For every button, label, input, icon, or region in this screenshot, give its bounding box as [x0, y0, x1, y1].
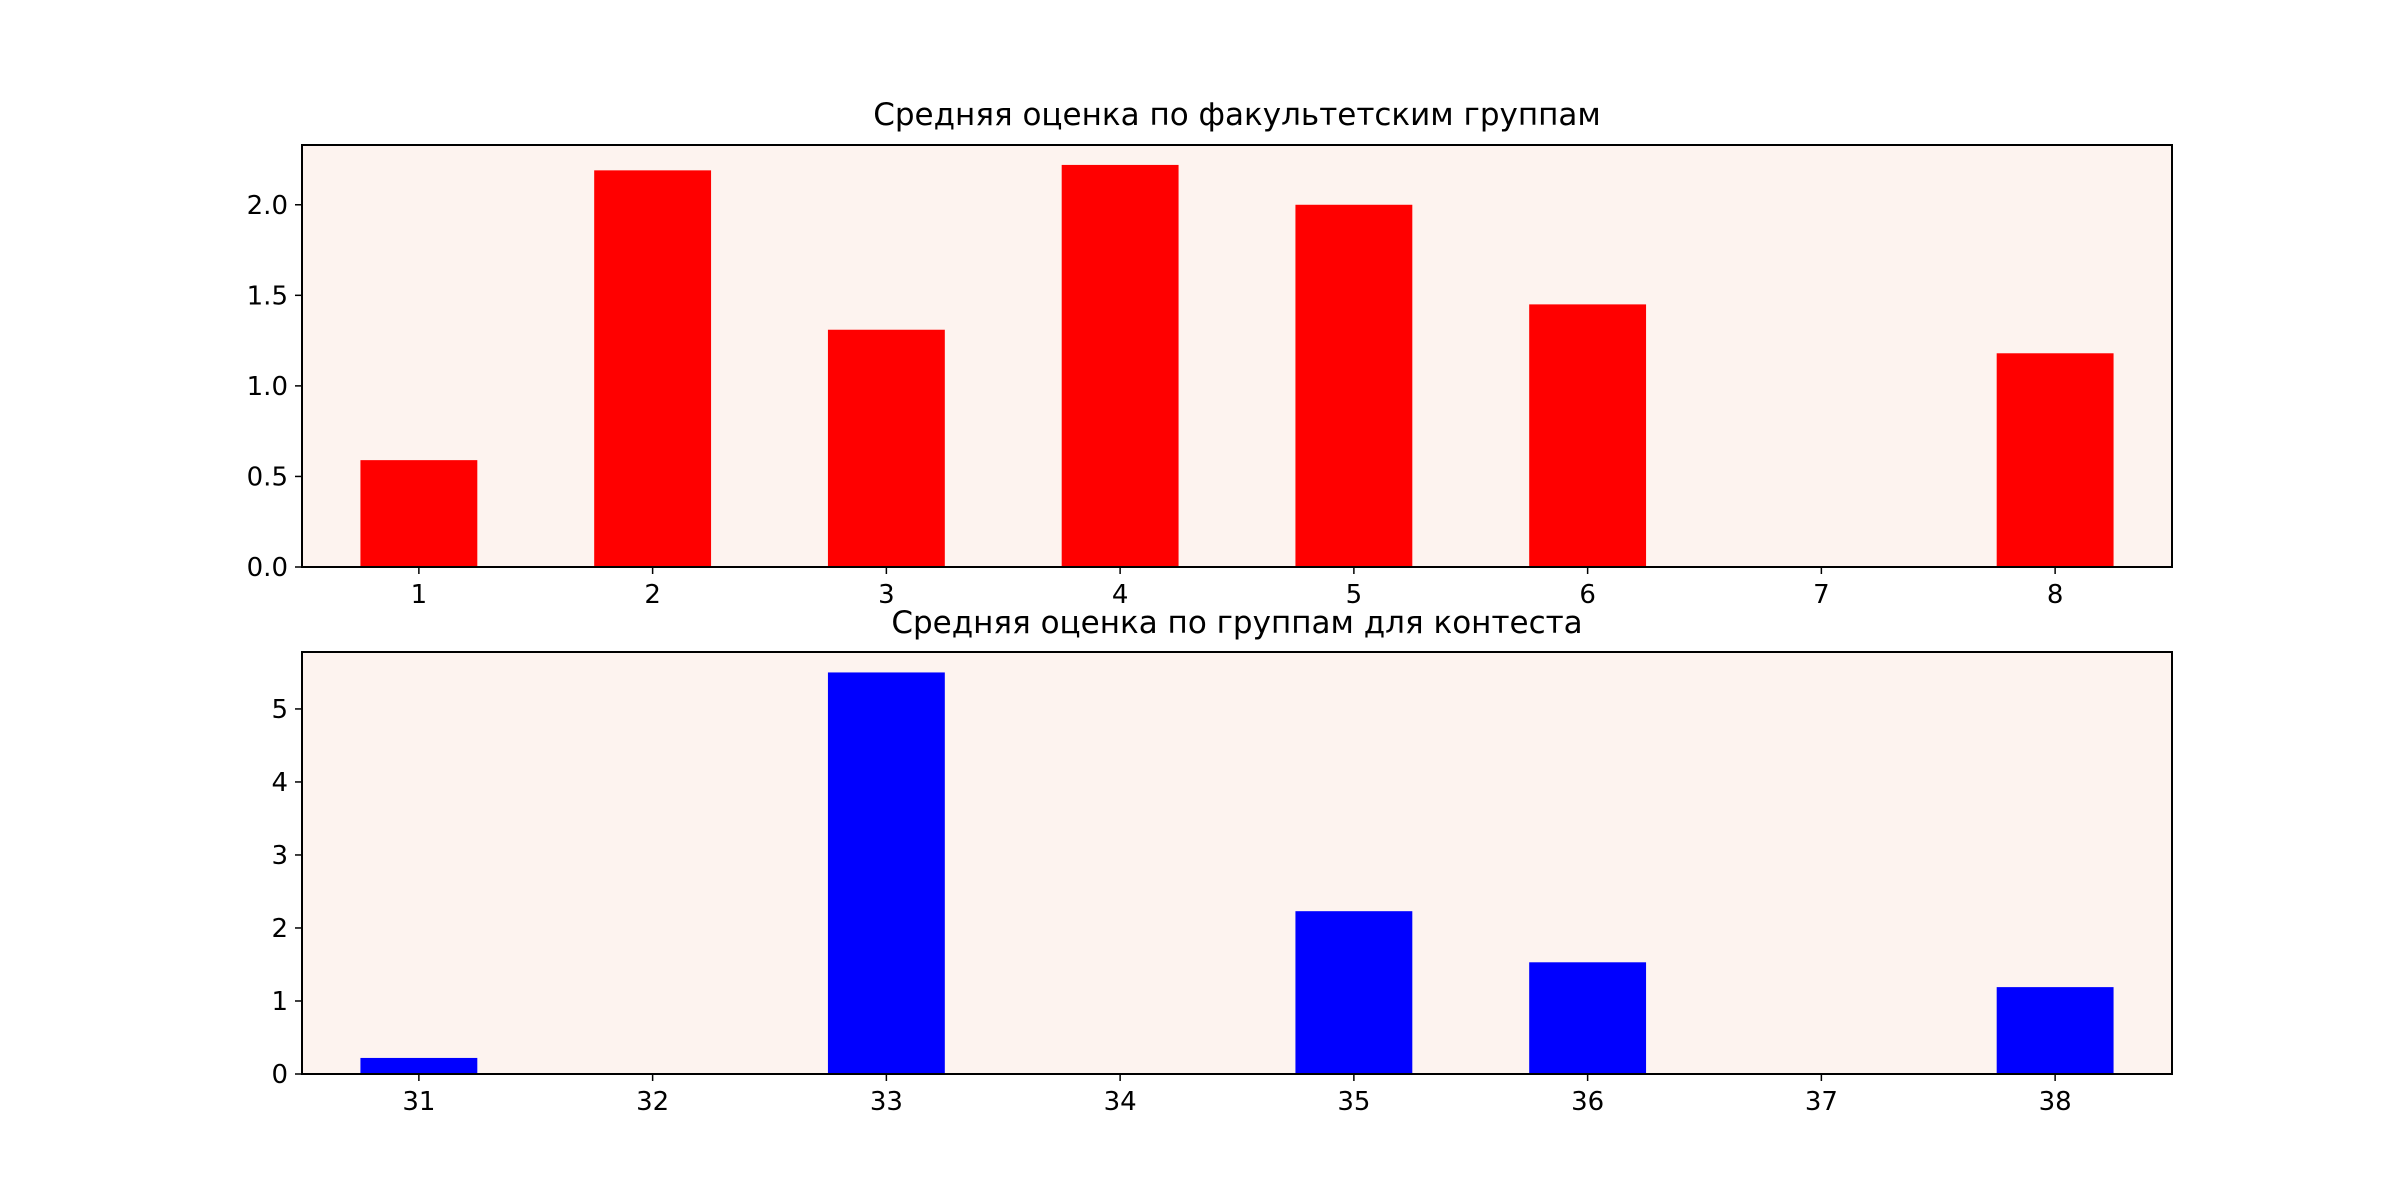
contest-groups-y-tick-label: 5: [271, 695, 288, 725]
contest-groups-y-tick-label: 0: [271, 1060, 288, 1090]
faculty-groups-chart-title: Средняя оценка по факультетским группам: [873, 97, 1601, 133]
contest-groups-y-tick-label: 2: [271, 914, 288, 944]
faculty-groups-x-tick-label: 2: [644, 580, 661, 610]
faculty-groups-y-tick-label: 2.0: [247, 191, 288, 221]
faculty-groups-x-tick-label: 4: [1112, 580, 1129, 610]
faculty-groups-bar-1: [360, 460, 478, 567]
contest-groups-plot-area: [302, 652, 2172, 1074]
contest-groups-x-tick-label: 32: [636, 1087, 669, 1117]
faculty-groups-bar-4: [1061, 164, 1179, 568]
faculty-groups-y-tick-label: 0.0: [247, 553, 288, 583]
faculty-groups-x-tick-label: 5: [1346, 580, 1363, 610]
faculty-groups-bar-5: [1295, 204, 1413, 567]
contest-groups-bar-36: [1529, 962, 1647, 1074]
contest-groups-chart-title: Средняя оценка по группам для контеста: [891, 605, 1582, 641]
contest-groups-plot-frame: [301, 651, 2173, 1075]
contest-groups-x-tick-label: 36: [1571, 1087, 1604, 1117]
faculty-groups-x-axis: 1 2 3 4 5 6 7 8: [411, 567, 2064, 610]
contest-groups-x-tick-label: 31: [402, 1087, 435, 1117]
faculty-groups-plot-area: [302, 145, 2172, 567]
faculty-groups-bar-8: [1996, 353, 2114, 567]
faculty-groups-x-tick-label: 8: [2047, 580, 2064, 610]
contest-groups-x-axis: 31 32 33 34 35 36 37 38: [402, 1074, 2072, 1117]
faculty-groups-x-tick-label: 7: [1813, 580, 1830, 610]
faculty-groups-y-tick-label: 1.5: [247, 281, 288, 311]
contest-groups-x-tick-label: 34: [1104, 1087, 1137, 1117]
faculty-groups-bar-6: [1529, 304, 1647, 567]
contest-groups-y-tick-label: 3: [271, 841, 288, 871]
contest-groups-y-tick-label: 1: [271, 987, 288, 1017]
faculty-groups-y-tick-label: 0.5: [247, 462, 288, 492]
faculty-groups-y-axis: 0.0 0.5 1.0 1.5 2.0: [247, 191, 302, 583]
contest-groups-y-axis: 0 1 2 3 4 5: [271, 695, 302, 1090]
faculty-groups-plot-frame: [301, 144, 2173, 568]
faculty-groups-chart: 0.0 0.5 1.0 1.5 2.0 1 2 3 4 5 6 7 8 Средняя оценка …: [247, 97, 2173, 610]
contest-groups-x-tick-label: 35: [1337, 1087, 1370, 1117]
contest-groups-x-tick-label: 33: [870, 1087, 903, 1117]
faculty-groups-x-tick-label: 3: [878, 580, 895, 610]
contest-groups-bar-31: [360, 1057, 478, 1074]
contest-groups-bar-33: [827, 672, 945, 1074]
faculty-groups-bars: [360, 164, 2114, 568]
contest-groups-y-tick-label: 4: [271, 768, 288, 798]
contest-groups-bars: [360, 672, 2114, 1074]
contest-groups-bar-35: [1295, 911, 1413, 1074]
faculty-groups-bar-2: [594, 170, 712, 568]
contest-groups-x-tick-label: 37: [1805, 1087, 1838, 1117]
faculty-groups-bar-3: [827, 329, 945, 567]
contest-groups-bar-38: [1996, 987, 2114, 1074]
contest-groups-x-tick-label: 38: [2039, 1087, 2072, 1117]
faculty-groups-x-tick-label: 6: [1579, 580, 1596, 610]
faculty-groups-y-tick-label: 1.0: [247, 372, 288, 402]
faculty-groups-x-tick-label: 1: [411, 580, 428, 610]
